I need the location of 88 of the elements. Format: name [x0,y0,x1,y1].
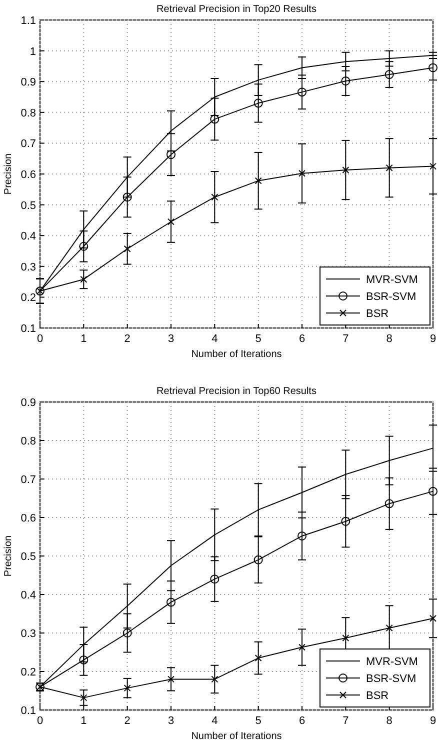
point [254,654,262,662]
y-tick-label: 0.9 [20,76,36,89]
point [428,486,438,496]
x-tick-label: 6 [298,715,306,727]
y-tick-label: 0.4 [20,230,36,243]
point [298,88,306,97]
x-tick-label: 1 [80,333,87,345]
point [342,166,350,174]
legend-label: MVR-SVM [366,274,418,286]
y-tick-label: 0.1 [20,323,36,335]
point [124,684,131,692]
point [386,164,393,172]
point [298,531,306,540]
point [166,150,176,160]
x-tick-label: 7 [342,715,349,727]
point [384,499,394,508]
y-tick-label: 0.8 [20,107,36,120]
legend-label: MVR-SVM [366,656,418,668]
point [210,114,220,124]
point [211,676,218,683]
point [168,676,174,683]
point [254,98,263,108]
point [341,76,350,86]
y-tick-label: 0.2 [20,666,36,678]
point [122,192,132,202]
x-tick-label: 5 [255,333,262,345]
x-axis-title: Number of Iterations [191,349,282,360]
y-tick-label: 0.6 [20,169,36,181]
point [430,162,436,170]
y-tick-label: 0.5 [20,551,36,563]
x-tick-label: 5 [255,715,262,727]
y-tick-label: 0.5 [20,200,36,212]
x-tick-label: 3 [168,333,174,345]
point [80,276,88,283]
x-tick-label: 0 [36,333,44,345]
point [341,516,350,526]
point [298,170,306,177]
y-tick-label: 0.7 [20,138,36,150]
point [428,63,438,72]
chart-title: Retrieval Precision in Top60 Results [156,386,316,397]
chart-title: Retrieval Precision in Top20 Results [156,4,316,15]
point [166,598,176,607]
x-tick-label: 8 [386,715,392,727]
y-axis-title: Precision [3,153,14,195]
point [80,694,88,702]
x-tick-label: 4 [212,715,218,727]
y-tick-label: 0.8 [20,436,36,448]
point [254,177,262,184]
x-tick-label: 9 [430,333,436,345]
point [430,614,436,622]
y-tick-label: 1 [30,46,36,58]
y-tick-label: 0.2 [20,292,36,304]
point [254,555,263,564]
legend-label: BSR [366,690,389,702]
y-tick-label: 1.1 [20,15,36,27]
legend-label: BSR [366,308,389,320]
y-axis-title: Precision [3,535,14,577]
point [168,218,174,226]
y-tick-label: 0.1 [20,705,36,717]
y-tick-label: 0.9 [20,397,36,409]
point [79,242,88,251]
y-tick-label: 0.6 [20,512,36,524]
x-tick-label: 8 [386,333,392,345]
point [342,634,350,642]
x-tick-label: 2 [124,333,130,345]
x-axis-title: Number of Iterations [191,731,282,742]
y-tick-label: 0.3 [20,261,36,274]
point [211,194,218,201]
x-tick-label: 2 [124,715,130,727]
x-tick-label: 1 [80,715,87,727]
x-tick-label: 9 [430,715,436,727]
x-tick-label: 0 [36,715,44,727]
point [122,628,132,638]
point [124,245,131,252]
point [298,644,306,651]
legend-label: BSR-SVM [366,291,416,303]
x-tick-label: 3 [168,715,174,727]
y-tick-label: 0.7 [20,474,36,486]
point [384,70,394,80]
y-tick-label: 0.3 [20,628,36,640]
point [386,624,393,632]
y-tick-label: 0.4 [20,590,36,602]
legend-label: BSR-SVM [366,673,416,685]
x-tick-label: 4 [212,333,218,345]
x-tick-label: 6 [298,333,306,345]
x-tick-label: 7 [342,333,349,345]
point [79,655,88,664]
point [210,574,220,584]
